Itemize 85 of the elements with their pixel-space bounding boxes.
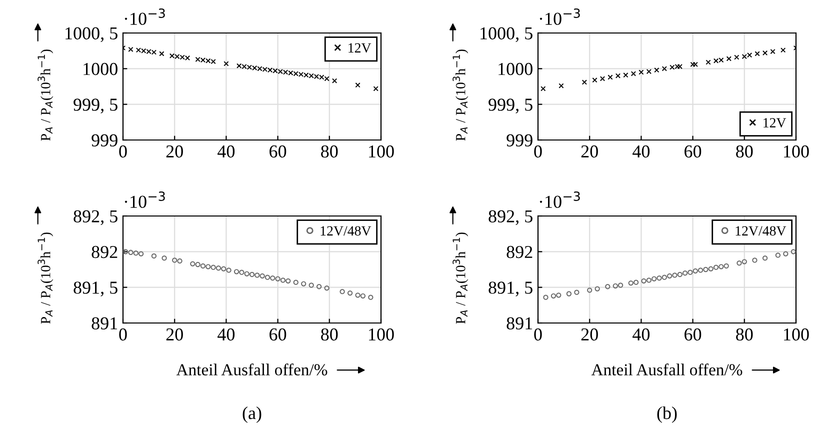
x-tick-label: 40 [632, 145, 650, 158]
legend-label: 12V/48V [736, 226, 786, 236]
x-tick-label: 0 [119, 328, 127, 341]
y-tick-label: 892 [92, 246, 118, 258]
x-tick-label: 0 [534, 145, 542, 158]
y-tick-label: 999 [92, 134, 118, 146]
y-tick-label: 892 [506, 246, 532, 258]
text: P$_{A}$ / P$_{A}$(10$^{3}$h$^{−1}$) [38, 50, 54, 141]
x-axis-title: Anteil Ausfall offen/% [591, 364, 742, 376]
text: P$_{A}$ / P$_{A}$(10$^{3}$h$^{−1}$) [452, 232, 468, 324]
x-tick-label: 100 [784, 328, 809, 341]
point [592, 78, 598, 83]
point [662, 66, 667, 72]
y-tick-label: 999, 5 [74, 98, 118, 114]
y-tick-label: 891 [506, 317, 532, 330]
point [159, 51, 164, 56]
text: (b) [657, 406, 677, 423]
x-tick-label: 80 [321, 145, 338, 158]
x-tick-label: 60 [270, 328, 286, 341]
y-tick-label: 1000, 5 [66, 27, 118, 42]
x-tick-label: 20 [581, 328, 598, 341]
y-tick-label: 1000 [498, 62, 532, 76]
y-tick-label: 892, 5 [74, 210, 118, 226]
x-tick-label: 0 [534, 328, 542, 341]
point [677, 64, 682, 70]
point [608, 74, 613, 80]
x-tick-label: 20 [581, 145, 598, 158]
point [690, 62, 696, 67]
x-tick-label: 60 [684, 145, 702, 158]
y-tick-label: 891, 5 [488, 282, 532, 296]
x-tick-label: 100 [369, 328, 394, 341]
text: P$_{A}$ / P$_{A}$(10$^{3}$h$^{−1}$) [452, 50, 468, 141]
point [646, 68, 652, 74]
point [706, 60, 711, 65]
x-tick-label: 40 [632, 328, 650, 341]
point [355, 82, 360, 88]
x-tick-label: 40 [218, 328, 235, 341]
x-tick-label: 20 [166, 145, 183, 158]
y-tick-label: 892, 5 [488, 210, 532, 226]
legend-label: 12V [764, 118, 786, 128]
point [638, 70, 644, 75]
text: P$_{A}$ / P$_{A}$(10$^{3}$h$^{−1}$) [38, 232, 54, 324]
y-tick-label: 891, 5 [74, 282, 118, 296]
x-tick-label: 0 [119, 145, 127, 158]
point [128, 46, 134, 52]
x-axis-title: Anteil Ausfall offen/% [176, 364, 328, 376]
point [770, 48, 776, 54]
text: ·10$^{−3}$ [540, 191, 580, 208]
y-tick-label: 1000 [84, 62, 118, 76]
text: ·10$^{−3}$ [124, 8, 165, 25]
point [692, 62, 698, 67]
x-tick-label: 80 [736, 328, 753, 341]
point [540, 86, 546, 92]
y-tick-label: 999 [506, 134, 532, 146]
point [332, 78, 338, 84]
point [754, 51, 760, 56]
legend-label: 12V [348, 43, 372, 53]
point [623, 72, 628, 78]
point [373, 86, 378, 92]
point [582, 80, 588, 85]
text: ·10$^{−3}$ [124, 191, 165, 208]
y-tick-label: 1000, 5 [480, 27, 532, 42]
y-tick-label: 891 [92, 317, 118, 330]
point [762, 50, 768, 56]
x-tick-label: 60 [684, 328, 702, 341]
text: ·10$^{−3}$ [540, 8, 580, 25]
legend-label: 12V/48V [320, 226, 372, 236]
x-tick-label: 100 [369, 145, 394, 158]
point [734, 54, 740, 60]
point [224, 61, 229, 66]
y-tick-label: 999, 5 [488, 98, 532, 114]
x-tick-label: 60 [270, 145, 286, 158]
point [615, 73, 621, 78]
x-tick-label: 40 [218, 145, 235, 158]
x-tick-label: 20 [166, 328, 183, 341]
point [558, 83, 564, 88]
point [654, 68, 660, 73]
text: (a) [242, 406, 262, 423]
point [780, 48, 786, 53]
point [600, 76, 606, 82]
point [630, 71, 636, 76]
x-tick-label: 80 [321, 328, 338, 341]
x-tick-label: 100 [784, 145, 809, 158]
x-tick-label: 80 [736, 145, 753, 158]
point [726, 56, 732, 62]
